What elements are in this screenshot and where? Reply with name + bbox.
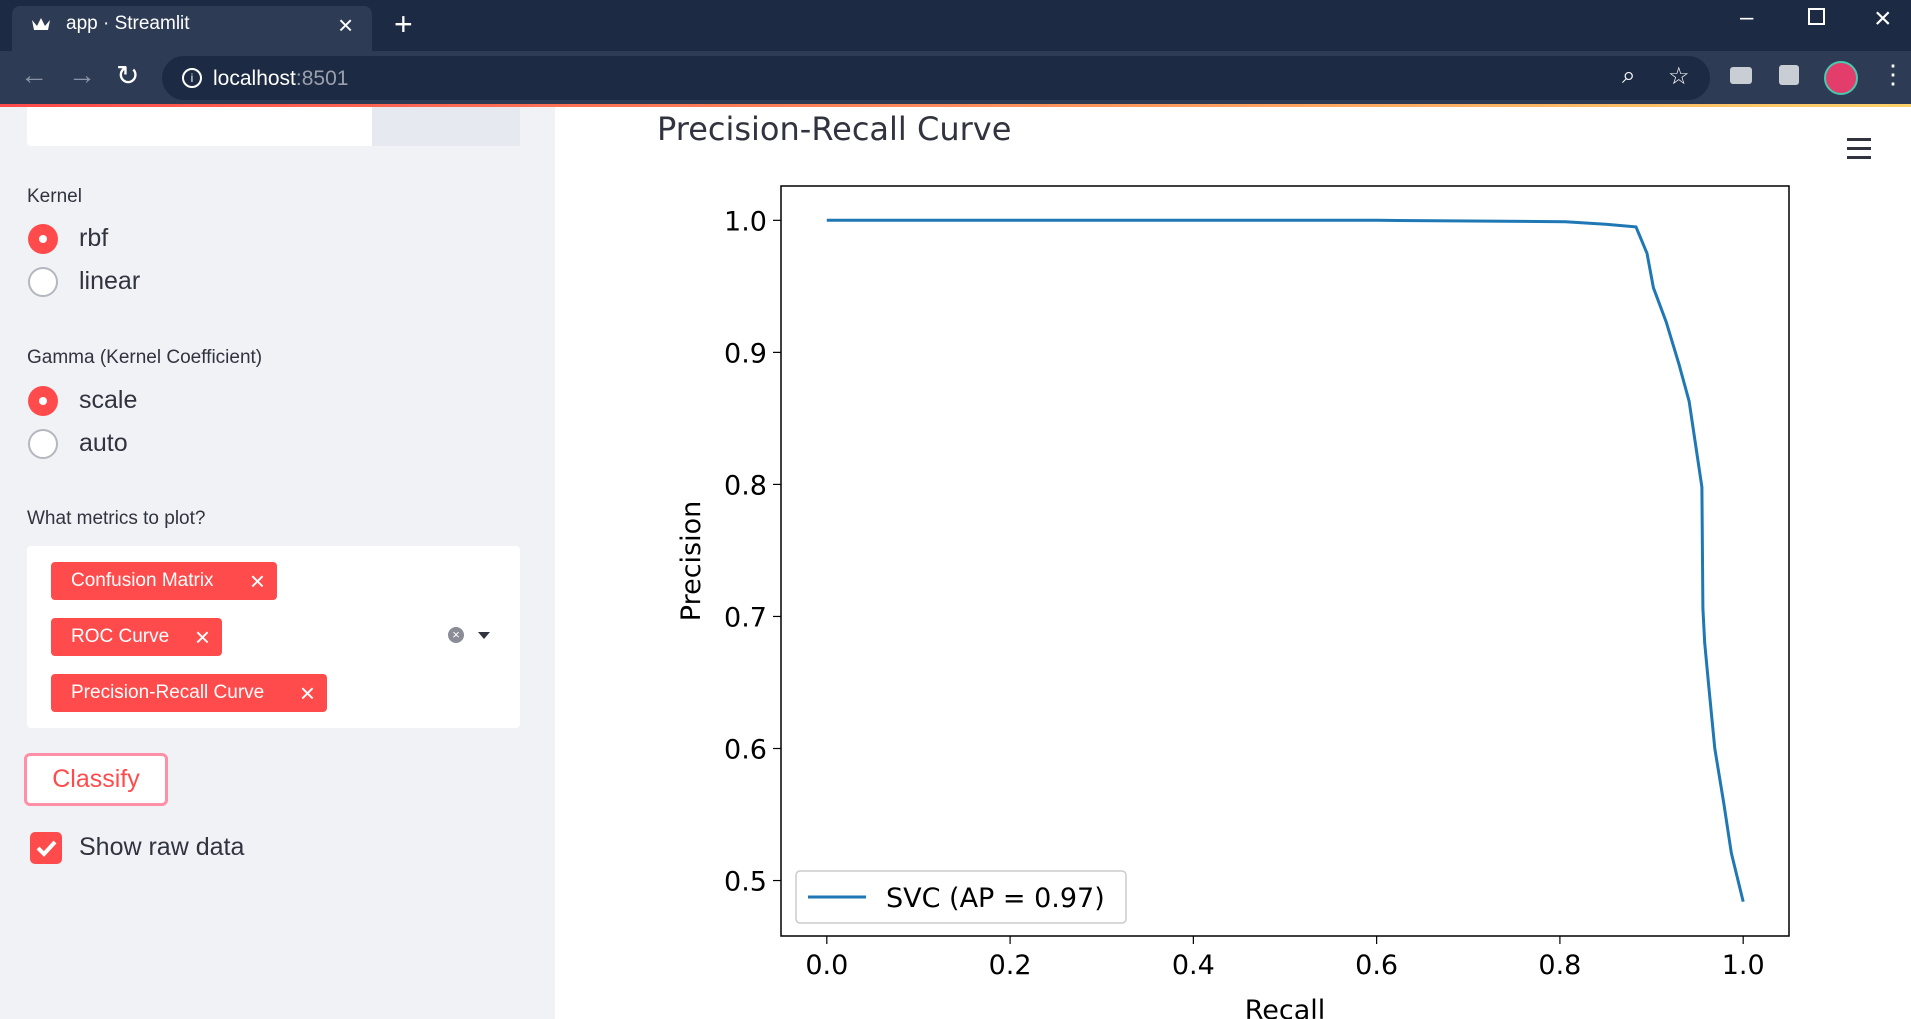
x-tick-label: 1.0 — [1722, 950, 1765, 981]
tag-text: ROC Curve — [71, 626, 170, 647]
radio-dot — [39, 397, 47, 405]
url: localhost:8501 — [213, 67, 348, 91]
sidebar: 0.04 Kernel rbf linear Gamma (Kernel Coef… — [0, 107, 555, 1019]
menu-dots[interactable]: ⋮ — [1880, 59, 1906, 89]
tab-icon — [32, 18, 50, 30]
radio-option[interactable]: auto — [79, 429, 128, 457]
x-tick-label: 0.6 — [1355, 950, 1398, 981]
x-tick-label: 0.2 — [989, 950, 1032, 981]
address-bar[interactable]: i localhost:8501 ⌕ ☆ — [162, 56, 1710, 100]
tag-text: Precision-Recall Curve — [71, 682, 265, 703]
url-host: localhost — [213, 67, 296, 90]
star-icon[interactable]: ☆ — [1668, 63, 1690, 90]
y-tick-label: 0.9 — [724, 338, 767, 369]
camera-icon[interactable] — [1730, 67, 1752, 84]
tag-text: Confusion Matrix — [71, 570, 214, 591]
minimize[interactable]: – — [1740, 4, 1754, 31]
active-tab[interactable] — [12, 6, 372, 51]
dropdown-arrow[interactable] — [478, 632, 490, 639]
clear-all[interactable]: × — [448, 627, 464, 643]
number-input-value: 0.04 — [52, 107, 101, 114]
x-tick-label: 0.8 — [1538, 950, 1581, 981]
info-icon[interactable]: i — [182, 68, 202, 88]
x-tick-label: 0.0 — [805, 950, 848, 981]
plot-area — [780, 185, 1790, 937]
tab-bar: app · Streamlit × + – × — [0, 0, 1911, 51]
radio-option[interactable]: scale — [79, 386, 138, 414]
kernel-label: Kernel — [27, 186, 82, 207]
extensions-icon[interactable] — [1779, 65, 1799, 85]
hamburger-menu[interactable] — [1847, 138, 1871, 159]
radio-dot — [39, 235, 47, 243]
tag-remove[interactable]: × — [249, 566, 265, 596]
tag-remove[interactable]: × — [299, 678, 315, 708]
number-input[interactable]: 0.04 — [27, 107, 372, 146]
zoom-icon[interactable]: ⌕ — [1622, 62, 1636, 89]
toolbar: ← → ↻ i localhost:8501 ⌕ ☆ ⋮ — [0, 51, 1911, 105]
forward[interactable]: → — [68, 59, 96, 90]
check-mark — [36, 840, 57, 857]
checkbox[interactable] — [30, 832, 62, 864]
y-tick-label: 0.8 — [724, 470, 767, 501]
tab-title: app · Streamlit — [66, 13, 190, 34]
tag[interactable]: ROC Curve × — [51, 618, 222, 656]
close-window[interactable]: × — [1874, 2, 1892, 35]
radio-button[interactable] — [28, 224, 58, 254]
y-axis-label: Precision — [676, 501, 707, 621]
chart: 0.0 0.2 0.4 0.6 0.8 1.0 0.5 0.6 0.7 0.8 0.9 1.0 Reca… — [676, 185, 1790, 1019]
y-tick-label: 0.7 — [724, 602, 767, 633]
tag-remove[interactable]: × — [194, 622, 210, 652]
back[interactable]: ← — [20, 59, 48, 90]
radio-option[interactable]: linear — [79, 267, 141, 295]
y-tick-label: 0.6 — [724, 735, 767, 766]
y-tick-label: 1.0 — [724, 206, 767, 237]
legend-label: SVC (AP = 0.97) — [886, 883, 1105, 914]
y-tick-label: 0.5 — [724, 867, 767, 898]
classify-button[interactable]: Classify — [24, 753, 168, 806]
pr-curve — [826, 218, 1745, 903]
new-tab[interactable]: + — [394, 6, 413, 42]
reload[interactable]: ↻ — [116, 60, 140, 91]
chart-title: Precision-Recall Curve — [657, 110, 1012, 148]
tag[interactable]: Precision-Recall Curve × — [51, 674, 327, 712]
radio-button[interactable] — [28, 386, 58, 416]
url-port: :8501 — [295, 67, 349, 90]
checkbox-label: Show raw data — [79, 833, 245, 861]
metrics-label: What metrics to plot? — [27, 508, 206, 529]
radio-button[interactable] — [28, 429, 58, 459]
x-axis-label: Recall — [1245, 995, 1326, 1019]
tab-close[interactable]: × — [338, 10, 354, 40]
radio-option[interactable]: rbf — [79, 224, 109, 252]
restore[interactable] — [1808, 8, 1825, 25]
loading-accent — [0, 104, 1911, 107]
legend — [795, 870, 1127, 924]
x-tick-label: 0.4 — [1172, 950, 1215, 981]
profile-avatar[interactable] — [1824, 61, 1858, 95]
stepper[interactable] — [372, 107, 520, 146]
radio-button[interactable] — [28, 267, 58, 297]
gamma-label: Gamma (Kernel Coefficient) — [27, 347, 263, 368]
multiselect[interactable]: × Confusion Matrix × ROC Curve × Precision-R… — [27, 546, 520, 728]
tag[interactable]: Confusion Matrix × — [51, 562, 277, 600]
